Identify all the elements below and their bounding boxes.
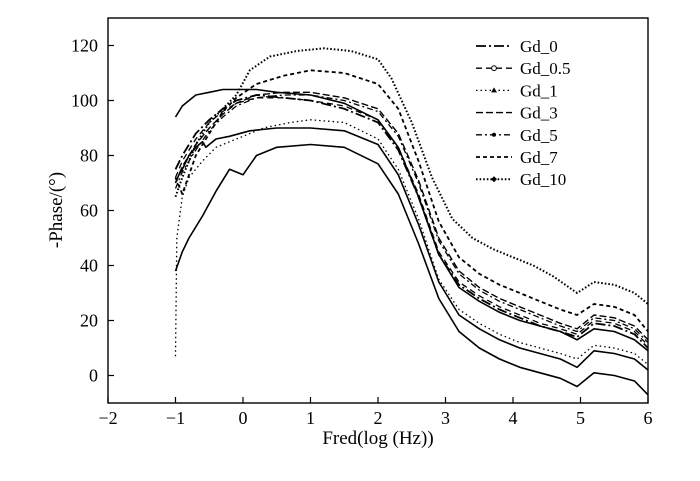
legend-label: Gd_5 bbox=[520, 126, 558, 145]
series-line-unlabeled-7 bbox=[174, 88, 649, 352]
series-line-gd-3 bbox=[174, 91, 649, 341]
series-line-gd-0 bbox=[174, 94, 649, 349]
legend-label: Gd_7 bbox=[520, 148, 558, 167]
series-line-gd-10 bbox=[174, 47, 649, 305]
legend-label: Gd_1 bbox=[520, 81, 558, 100]
legend-marker bbox=[492, 132, 496, 137]
x-tick-label: −1 bbox=[166, 408, 185, 428]
series-line-gd-7 bbox=[174, 69, 649, 333]
y-tick-label: 100 bbox=[71, 91, 98, 111]
series-line-unlabeled-8 bbox=[174, 127, 649, 371]
x-tick-label: 0 bbox=[239, 408, 248, 428]
x-tick-label: 6 bbox=[644, 408, 653, 428]
y-tick-label: 80 bbox=[80, 146, 98, 166]
legend-label: Gd_0.5 bbox=[520, 59, 571, 78]
legend-marker bbox=[491, 176, 497, 183]
y-axis: 0 20 40 60 80 100 120 bbox=[71, 36, 114, 386]
series-line-gd-1 bbox=[174, 119, 649, 366]
y-tick-label: 40 bbox=[80, 256, 98, 276]
y-tick-label: 0 bbox=[89, 366, 98, 386]
x-axis: −2 −1 0 1 2 3 4 5 6 bbox=[98, 397, 653, 428]
y-axis-title: -Phase/(°) bbox=[46, 172, 67, 248]
y-tick-label: 120 bbox=[71, 36, 98, 56]
x-tick-label: 1 bbox=[306, 408, 315, 428]
series-line-unlabeled-9 bbox=[174, 143, 649, 396]
legend-marker bbox=[491, 65, 497, 72]
series-layer bbox=[174, 47, 649, 396]
legend: Gd_0 Gd_0.5 Gd_1 Gd_3 Gd_5 Gd_7 Gd_10 bbox=[476, 37, 571, 189]
series-line-gd-0-5 bbox=[174, 97, 649, 346]
y-tick-label: 20 bbox=[80, 311, 98, 331]
legend-label: Gd_3 bbox=[520, 104, 558, 123]
x-tick-label: −2 bbox=[98, 408, 117, 428]
x-tick-label: 3 bbox=[441, 408, 450, 428]
y-tick-label: 60 bbox=[80, 201, 98, 221]
legend-marker bbox=[491, 87, 497, 93]
x-tick-label: 4 bbox=[509, 408, 518, 428]
legend-label: Gd_10 bbox=[520, 170, 566, 189]
series-line-gd-5 bbox=[174, 94, 649, 343]
x-tick-label: 5 bbox=[576, 408, 585, 428]
x-axis-title: Fred(log (Hz)) bbox=[322, 428, 433, 449]
x-tick-label: 2 bbox=[374, 408, 383, 428]
legend-label: Gd_0 bbox=[520, 37, 558, 56]
